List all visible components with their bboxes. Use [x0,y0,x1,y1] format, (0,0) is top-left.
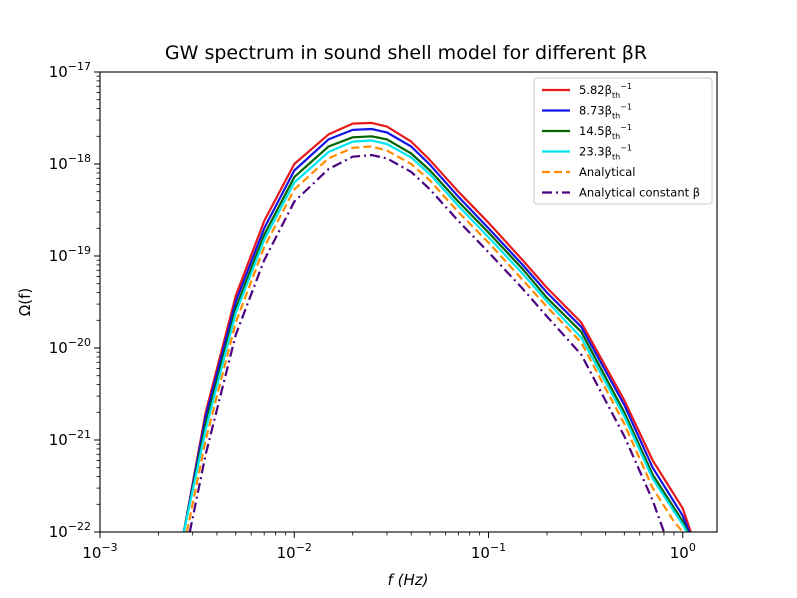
legend-label: 14.5βth−1 [579,123,632,141]
legend-label: 8.73βth−1 [579,103,632,121]
series-layer [182,121,692,532]
plot-frame [99,71,718,533]
y-tick-label: 10−22 [49,520,91,541]
y-tick-label: 10−21 [49,428,91,449]
legend-box [533,77,713,205]
series-line-6 [188,154,666,532]
series-line-1 [182,121,692,532]
ticks-layer: 10−3 10−2 10−1 100 10−22 10−21 10−20 10−19 10−18… [49,60,696,562]
x-tick-label: 10−1 [471,541,506,562]
y-tick-label: 10−17 [49,60,91,81]
x-tick-label: 10−2 [277,541,312,562]
x-axis-label: f (Hz) [388,571,429,589]
y-tick-label: 10−18 [49,152,91,173]
y-axis-label: Ω(f) [16,288,34,316]
x-tick-label: 10−3 [82,541,117,562]
x-tick-label: 100 [670,541,696,562]
series-line-2 [182,127,691,532]
series-line-4 [182,139,688,532]
y-tick-label: 10−19 [49,244,91,265]
legend: 5.82βth−1 8.73βth−1 14.5βth−1 23.3βth−1 Anal… [533,77,713,205]
legend-label: Analytical constant β [579,186,700,200]
legend-label: 5.82βth−1 [579,82,632,100]
series-line-5 [185,145,684,532]
y-tick-label: 10−20 [49,336,91,357]
chart-title: GW spectrum in sound shell model for dif… [165,42,647,64]
legend-label: 23.3βth−1 [579,144,632,162]
series-line-3 [182,135,689,532]
legend-label: Analytical [579,165,635,179]
